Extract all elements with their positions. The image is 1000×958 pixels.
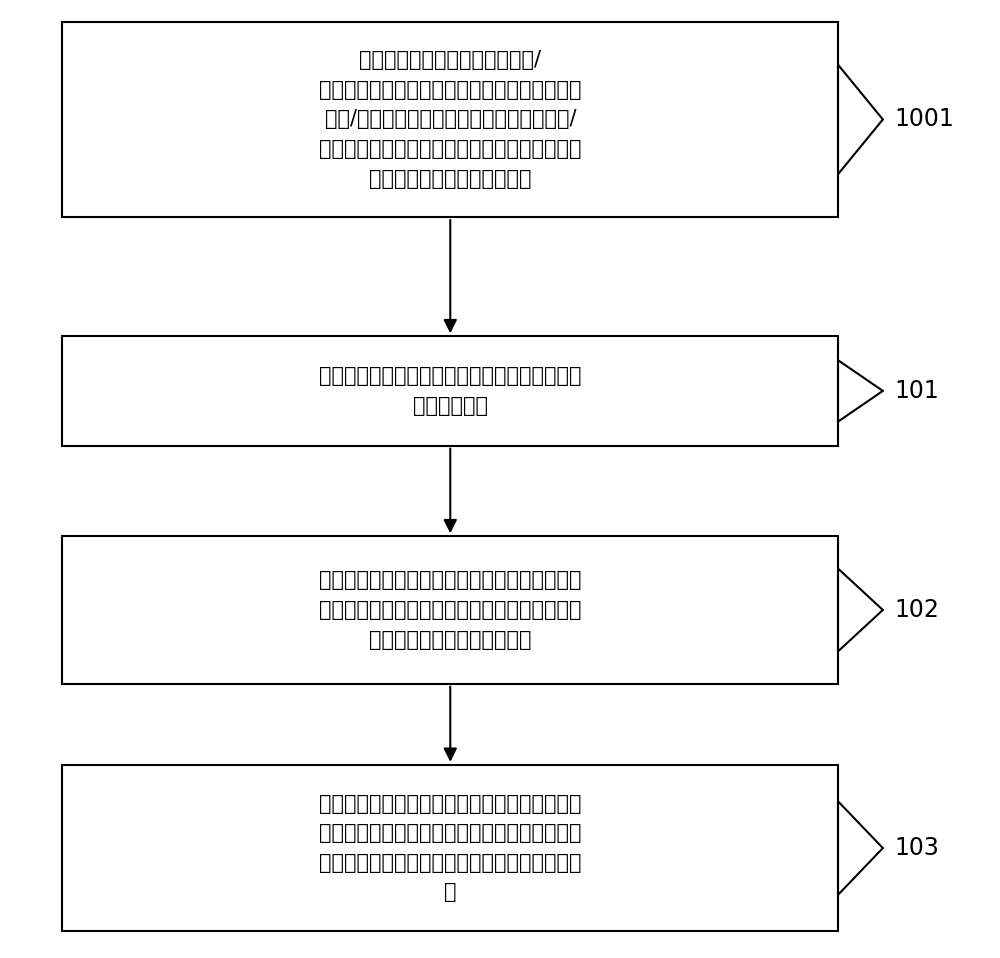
Text: 基于预置的历史报障工单处理记录中的第二报障
地址信息，分别计算第一报障地址信息与各个第
二报障地址信息的地址距离值: 基于预置的历史报障工单处理记录中的第二报障 地址信息，分别计算第一报障地址信息与…: [319, 570, 582, 650]
Text: 103: 103: [895, 836, 940, 860]
Text: 102: 102: [895, 598, 940, 622]
Bar: [62, 536, 838, 684]
Text: 1001: 1001: [895, 107, 955, 131]
Bar: [62, 764, 838, 931]
Text: 101: 101: [895, 379, 940, 403]
Text: 根据各个第二报障地址信息对应的地址距离值，
从第二报障地址信息中确定目标报障地址信息，
并根据目标报障地址信息所属的台区确定故障台
区: 根据各个第二报障地址信息对应的地址距离值， 从第二报障地址信息中确定目标报障地址…: [319, 793, 582, 902]
Bar: [62, 22, 838, 217]
Text: 当报障消息包含电表编号信息和/
或电话号码时，则提取报障消息中的电表编号信
息和/或电话号码，以便根据电表编号信息和/
或电话号码，通过营销系统进行台区匹配，确: 当报障消息包含电表编号信息和/ 或电话号码时，则提取报障消息中的电表编号信 息和…: [319, 50, 582, 189]
Bar: [62, 336, 838, 445]
Text: 响应于报障消息的生成，提取报障消息中的第一
报障地址信息: 响应于报障消息的生成，提取报障消息中的第一 报障地址信息: [319, 366, 582, 416]
